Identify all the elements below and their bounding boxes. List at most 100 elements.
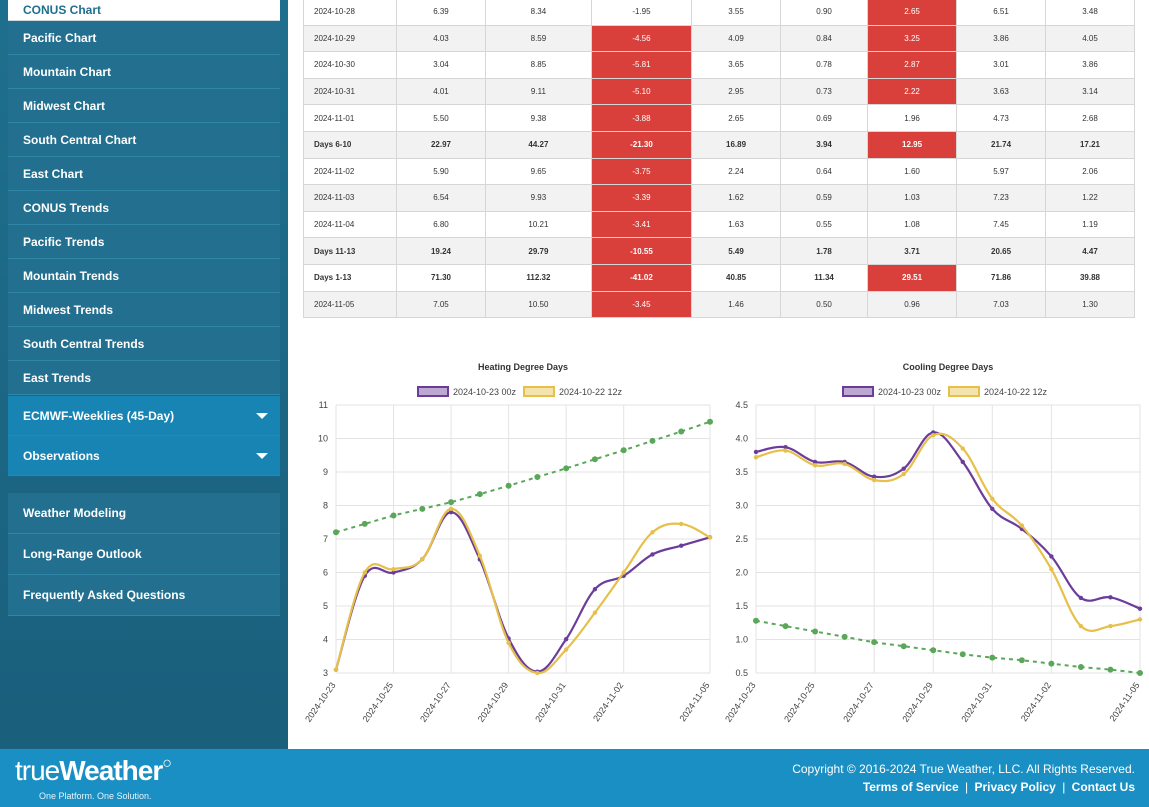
data-point (1137, 670, 1143, 676)
table-cell: 112.32 (484, 263, 592, 292)
x-tick-label: 2024-10-29 (900, 680, 935, 723)
sidebar-item-conus-trends[interactable]: CONUS Trends (8, 191, 280, 225)
row-label: 2024-10-30 (303, 51, 397, 79)
y-tick-label: 2.0 (735, 568, 748, 578)
table-cell: 16.89 (691, 130, 782, 159)
data-point (960, 459, 965, 465)
table-cell: 29.79 (484, 237, 592, 265)
row-label: 2024-11-02 (303, 157, 397, 186)
data-point (649, 437, 656, 444)
table-cell: 0.50 (780, 290, 869, 319)
x-tick-label: 2024-10-27 (841, 680, 876, 723)
sidebar-item-midwest-chart[interactable]: Midwest Chart (8, 89, 280, 123)
x-tick-label: 2024-10-29 (476, 680, 511, 723)
legend-swatch (948, 386, 980, 397)
legend-swatch (842, 386, 874, 397)
data-point (448, 499, 455, 506)
dropdown-ecmwf-weeklies[interactable]: ECMWF-Weeklies (45-Day) (8, 396, 280, 436)
x-tick-label: 2024-10-23 (723, 680, 758, 723)
table-cell: 5.50 (396, 104, 486, 132)
data-point (390, 512, 397, 519)
data-point (901, 471, 906, 477)
data-point (1048, 660, 1055, 667)
data-point (1108, 595, 1113, 600)
dropdown-observations[interactable]: Observations (8, 436, 280, 476)
table-cell: 2.68 (1045, 104, 1135, 132)
logo-text-bold: Weather (59, 755, 163, 786)
table-cell: 22.97 (396, 130, 486, 159)
chevron-down-icon (256, 412, 268, 419)
table-cell: 9.93 (484, 184, 592, 212)
sidebar-item-east-trends[interactable]: East Trends (8, 361, 280, 395)
table-row: 2024-11-04 6.80 10.21 -3.41 1.63 0.55 1.08 7.45… (303, 210, 1135, 239)
link-faq[interactable]: Frequently Asked Questions (8, 575, 280, 616)
data-point (678, 428, 685, 435)
table-cell: 1.08 (867, 210, 958, 239)
data-point (477, 553, 483, 558)
table-cell: 6.39 (396, 0, 486, 26)
sidebar-item-south-central-chart[interactable]: South Central Chart (8, 123, 280, 157)
logo-tagline: One Platform. One Solution. (39, 791, 152, 801)
x-tick-label: 2024-10-31 (959, 680, 994, 723)
data-point (753, 455, 759, 460)
x-tick-label: 2024-10-23 (303, 680, 338, 723)
dropdown-label: ECMWF-Weeklies (45-Day) (23, 408, 175, 423)
data-point (1049, 554, 1054, 559)
sidebar-item-mountain-chart[interactable]: Mountain Chart (8, 55, 280, 89)
data-point (931, 432, 936, 438)
table-cell: 39.88 (1045, 263, 1135, 292)
table-cell: 2.65 (867, 0, 958, 26)
y-tick-label: 3.5 (735, 467, 748, 477)
sidebar-nav: CONUS Chart Pacific Chart Mountain Chart M… (8, 0, 280, 395)
data-point (592, 587, 598, 592)
table-cell: 1.96 (867, 104, 958, 132)
sidebar-item-pacific-chart[interactable]: Pacific Chart (8, 21, 280, 55)
table-cell: 44.27 (484, 130, 592, 159)
sidebar-item-south-central-trends[interactable]: South Central Trends (8, 327, 280, 361)
sidebar-item-east-chart[interactable]: East Chart (8, 157, 280, 191)
link-weather-modeling[interactable]: Weather Modeling (8, 493, 280, 534)
data-point (591, 456, 598, 463)
sidebar-dropdowns: ECMWF-Weeklies (45-Day) Observations (8, 396, 280, 476)
privacy-link[interactable]: Privacy Policy (974, 780, 1056, 794)
link-long-range-outlook[interactable]: Long-Range Outlook (8, 534, 280, 575)
sidebar-links: Weather Modeling Long-Range Outlook Freq… (8, 493, 280, 616)
terms-link[interactable]: Terms of Service (862, 780, 959, 794)
table-cell: 1.60 (867, 157, 958, 186)
data-point (476, 491, 483, 498)
dropdown-label: Observations (23, 448, 100, 463)
footer-links: Terms of Service | Privacy Policy | Cont… (863, 780, 1135, 794)
data-point (1107, 666, 1114, 673)
data-point (621, 570, 626, 575)
data-point (812, 628, 819, 635)
degree-day-table: 2024-10-28 6.39 8.34 -1.95 3.55 0.90 2.65 6.51 3… (303, 0, 1135, 319)
table-cell: -3.41 (590, 210, 693, 239)
table-row: 2024-11-05 7.05 10.50 -3.45 1.46 0.50 0.96 7.03… (303, 290, 1135, 319)
trueweather-logo[interactable]: trueWeather○ One Platform. One Solution. (15, 755, 172, 801)
chevron-down-icon (256, 452, 268, 459)
row-label: 2024-10-31 (303, 77, 397, 106)
sidebar-item-conus-chart[interactable]: CONUS Chart (8, 0, 280, 21)
table-cell: 17.21 (1045, 130, 1135, 159)
table-cell: 0.73 (780, 77, 869, 106)
y-tick-label: 5 (323, 601, 328, 611)
sidebar-item-mountain-trends[interactable]: Mountain Trends (8, 259, 280, 293)
data-point (990, 506, 995, 512)
data-point (707, 535, 713, 540)
sidebar: CONUS Chart Pacific Chart Mountain Chart M… (0, 0, 288, 749)
data-point (563, 636, 569, 642)
row-label: 2024-11-03 (303, 184, 397, 212)
x-tick-label: 2024-11-02 (1019, 680, 1053, 723)
contact-link[interactable]: Contact Us (1071, 780, 1135, 794)
table-cell: 6.54 (396, 184, 486, 212)
table-cell: 5.97 (956, 157, 1047, 186)
data-point (1078, 623, 1084, 629)
data-point (419, 505, 426, 512)
sidebar-item-midwest-trends[interactable]: Midwest Trends (8, 293, 280, 327)
table-row: 2024-10-28 6.39 8.34 -1.95 3.55 0.90 2.65 6.51 3… (303, 0, 1135, 26)
table-cell: 2.95 (691, 77, 782, 106)
table-cell: 0.84 (780, 24, 869, 53)
data-point (753, 617, 759, 624)
sidebar-item-pacific-trends[interactable]: Pacific Trends (8, 225, 280, 259)
y-tick-label: 0.5 (735, 668, 748, 678)
